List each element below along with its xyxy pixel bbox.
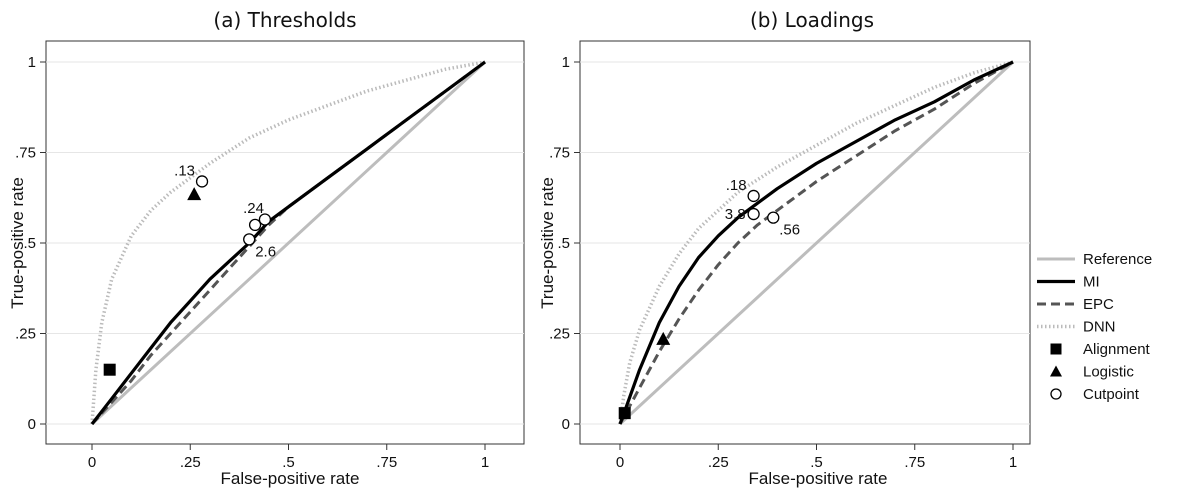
tick-label-x: .75 [904,454,925,471]
tick-label-y: .75 [549,145,570,162]
tick-label-y: .75 [15,145,36,162]
tick-label-x: 0 [616,454,624,471]
cutpoint-label: 3.8 [725,206,746,223]
tick-label-y: 0 [562,416,570,433]
series-line-epc [90,60,486,426]
cutpoint-label: .18 [726,177,747,194]
markers-loadings: .18 3.8 .56 [618,177,800,420]
series-line-dnn [618,60,1014,425]
tick-label-x: 1 [1009,454,1017,471]
marker-cutpoint [248,218,262,232]
legend-swatch-cutpoint [1050,388,1062,400]
marker-cutpoint [747,189,760,203]
ticks-thresholds: 0 .25 .5 .75 1 0 .25 .5 .75 1 [15,54,489,471]
tick-label-x: .25 [180,454,201,471]
series-line-mi [618,60,1014,425]
markers-thresholds: .13 .24 2.6 [103,162,276,376]
cutpoint-label: .56 [779,222,800,239]
legend: Reference MI EPC DNN Alignment Logistic Cutpoi… [1037,251,1152,403]
legend-item-logistic: Logistic [1050,364,1134,381]
legend-item-reference: Reference [1037,251,1152,268]
tick-label-y: 1 [28,54,36,71]
grid-thresholds [46,61,524,425]
legend-label-reference: Reference [1083,251,1152,268]
legend-label-epc: EPC [1083,296,1114,313]
tick-label-y: 1 [562,54,570,71]
series-line-reference [90,60,487,426]
legend-item-epc: EPC [1037,296,1114,313]
ticks-loadings: 0 .25 .5 .75 1 0 .25 .5 .75 1 [549,54,1017,471]
legend-item-cutpoint: Cutpoint [1050,386,1140,403]
series-lines-thresholds [90,60,487,426]
legend-swatch-logistic [1050,365,1062,377]
legend-swatch-alignment [1050,343,1062,355]
tick-label-y: 0 [28,416,36,433]
y-axis-label-loadings: True-positive rate [538,177,557,309]
legend-item-alignment: Alignment [1050,341,1151,358]
marker-alignment [618,407,631,420]
y-axis-label-thresholds: True-positive rate [8,177,27,309]
marker-cutpoint [767,211,780,224]
series-line-reference [618,60,1015,426]
cutpoint-label: .13 [174,162,195,179]
legend-item-mi: MI [1037,274,1100,291]
series-line-dnn [90,60,486,425]
tick-label-x: 0 [88,454,96,471]
x-axis-label-thresholds: False-positive rate [221,469,360,488]
tick-label-x: .75 [376,454,397,471]
marker-logistic [656,331,671,345]
tick-label-x: 1 [481,454,489,471]
series-line-mi [90,60,486,425]
tick-label-y: .5 [557,235,570,252]
cutpoint-label: 2.6 [255,243,276,260]
marker-cutpoint [747,207,760,221]
cutpoint-label: .24 [243,200,264,217]
tick-label-x: .25 [708,454,729,471]
marker-cutpoint [258,213,272,226]
tick-label-y: .5 [23,235,36,252]
panel-title-loadings: (b) Loadings [750,8,874,32]
marker-logistic [187,187,202,201]
panel-title-thresholds: (a) Thresholds [213,8,356,32]
legend-label-mi: MI [1083,274,1100,291]
grid-loadings [580,61,1030,425]
legend-label-cutpoint: Cutpoint [1083,386,1140,403]
tick-label-y: .25 [15,326,36,343]
marker-cutpoint [195,175,209,188]
legend-label-alignment: Alignment [1083,341,1151,358]
marker-alignment [103,363,116,376]
x-axis-label-loadings: False-positive rate [749,469,888,488]
marker-cutpoint [243,233,256,246]
tick-label-x: .5 [282,454,295,471]
series-line-epc [618,60,1014,425]
series-lines-loadings [618,60,1015,426]
legend-label-dnn: DNN [1083,319,1116,336]
panel-loadings: (b) Loadings 0 .25 .5 .75 1 0 .25 .5 .75 1 .18 3.8… [538,8,1031,488]
tick-label-x: .5 [810,454,823,471]
tick-label-y: .25 [549,326,570,343]
legend-item-dnn: DNN [1037,319,1116,336]
panel-thresholds: (a) Thresholds 0 .25 .5 .75 1 0 .25 .5 .75 1 .13.… [8,8,525,488]
legend-label-logistic: Logistic [1083,364,1134,381]
